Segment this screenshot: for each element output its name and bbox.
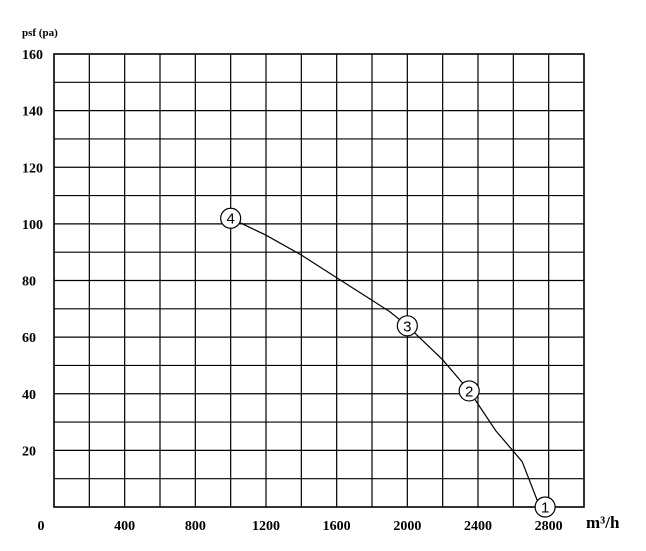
plot-frame bbox=[53, 53, 585, 508]
y-axis-label: psf (pa) bbox=[22, 27, 58, 39]
y-tick-label-40: 40 bbox=[22, 388, 36, 403]
x-tick-label-400: 400 bbox=[114, 519, 135, 534]
point-marker-3 bbox=[396, 315, 418, 337]
x-tick-label-2400: 2400 bbox=[464, 519, 492, 534]
point-marker-label-1: 1 bbox=[541, 500, 549, 517]
point-marker-4 bbox=[220, 207, 242, 229]
x-axis-label: m³/h bbox=[586, 513, 620, 532]
point-marker-label-3: 3 bbox=[403, 318, 411, 335]
series-group bbox=[230, 217, 541, 508]
y-tick-label-60: 60 bbox=[22, 331, 36, 346]
x-tick-label-2800: 2800 bbox=[535, 519, 563, 534]
y-tick-labels: 20 40 60 80 100 120 140 160 bbox=[22, 48, 43, 459]
point-markers: 1 2 3 4 bbox=[220, 207, 556, 518]
y-tick-label-120: 120 bbox=[22, 161, 43, 176]
series-line-0 bbox=[230, 217, 541, 508]
y-tick-label-140: 140 bbox=[22, 105, 43, 120]
y-tick-label-80: 80 bbox=[22, 275, 36, 290]
x-tick-label-0: 0 bbox=[38, 519, 45, 534]
y-tick-label-20: 20 bbox=[22, 444, 36, 459]
point-marker-label-4: 4 bbox=[226, 211, 234, 228]
y-tick-label-160: 160 bbox=[22, 48, 43, 63]
x-tick-label-2000: 2000 bbox=[393, 519, 421, 534]
point-marker-2 bbox=[458, 380, 480, 402]
horizontal-grid bbox=[54, 81, 584, 480]
point-marker-1 bbox=[534, 496, 556, 518]
y-tick-label-100: 100 bbox=[22, 218, 43, 233]
x-tick-label-1200: 1200 bbox=[252, 519, 280, 534]
x-tick-label-800: 800 bbox=[185, 519, 206, 534]
point-marker-label-2: 2 bbox=[465, 383, 473, 400]
x-tick-label-1600: 1600 bbox=[323, 519, 351, 534]
x-tick-labels: 0 400 800 1200 1600 2000 2400 2800 bbox=[38, 519, 563, 534]
